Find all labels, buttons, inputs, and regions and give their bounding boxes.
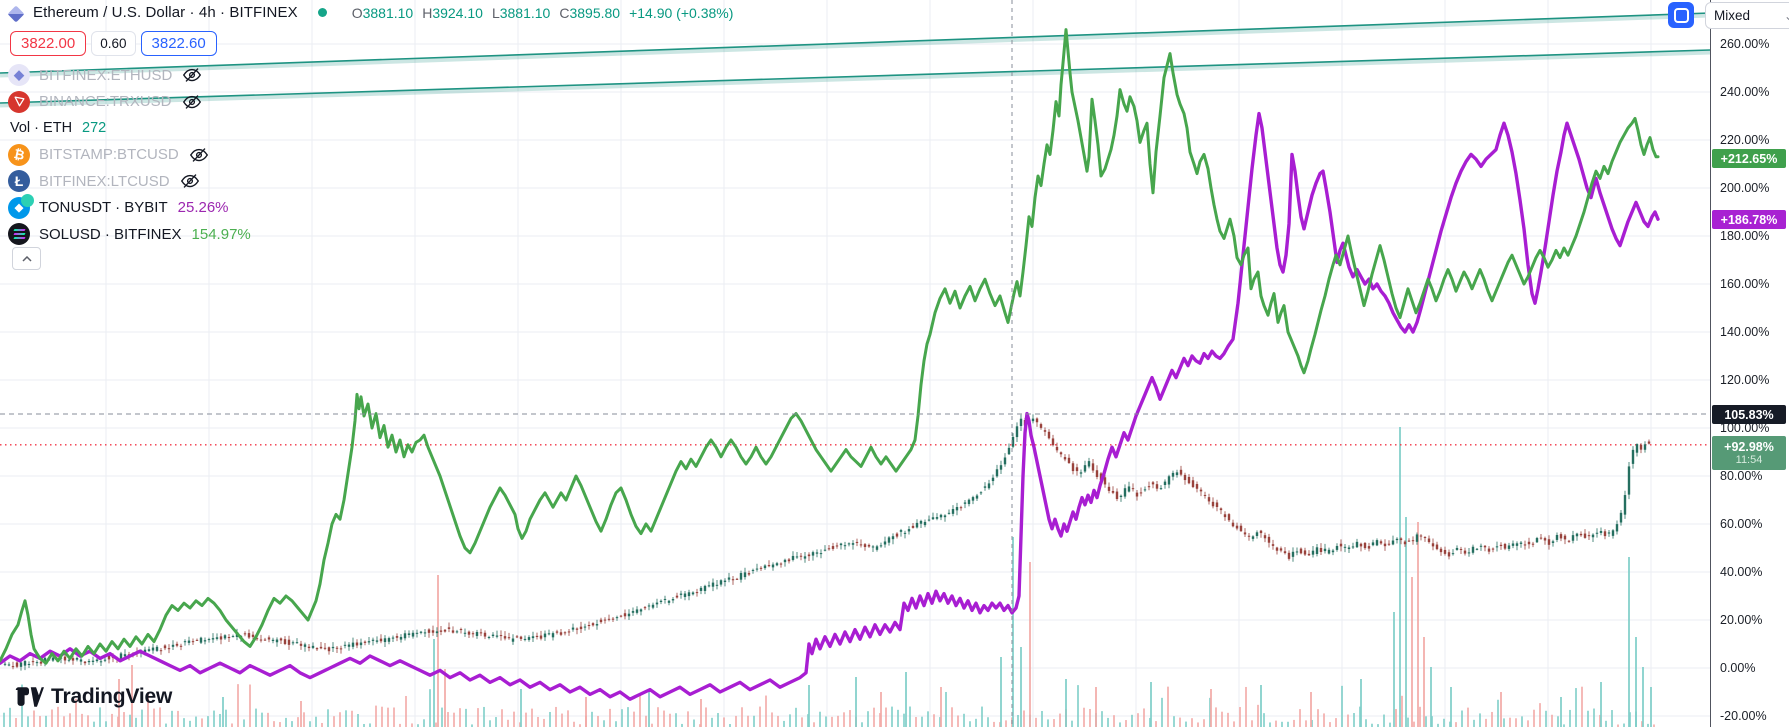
tradingview-mark-icon bbox=[15, 687, 44, 707]
symbol-label[interactable]: BITSTAMP:BTCUSD bbox=[39, 146, 179, 164]
bar-countdown: 11:54 bbox=[1735, 453, 1763, 466]
symbol-label[interactable]: SOLUSD · BITFINEX bbox=[39, 225, 182, 243]
sol-line-series bbox=[0, 28, 1660, 665]
buy-button[interactable]: 3822.60 bbox=[140, 31, 217, 56]
volume-value: 272 bbox=[82, 120, 107, 137]
eth-coin-icon: ◆ bbox=[8, 64, 30, 87]
ethereum-icon bbox=[7, 5, 25, 22]
ton-line-series bbox=[0, 111, 1660, 701]
candlestick-series bbox=[3, 414, 1651, 671]
snapshot-button[interactable] bbox=[1668, 2, 1694, 28]
symbol-title[interactable]: Ethereum / U.S. Dollar · 4h · BITFINEX bbox=[33, 4, 298, 21]
ton-price-badge: +186.78% bbox=[1712, 210, 1786, 229]
visibility-off-icon[interactable] bbox=[181, 64, 203, 86]
price-axis-label: 20.00% bbox=[1720, 613, 1763, 627]
price-axis-label: 240.00% bbox=[1720, 85, 1770, 99]
volume-label[interactable]: Vol · ETH bbox=[10, 120, 73, 137]
open-value: 3881.10 bbox=[362, 4, 414, 21]
price-axis-label: 40.00% bbox=[1720, 565, 1763, 579]
ton-coin-icon: ◆ bbox=[8, 193, 34, 219]
symbol-label[interactable]: BINANCE:TRXUSD bbox=[39, 93, 172, 111]
price-axis-label: 180.00% bbox=[1720, 229, 1770, 243]
price-axis-label: -20.00% bbox=[1720, 709, 1767, 723]
change-value: +14.90 (+0.38%) bbox=[629, 4, 734, 21]
scale-mode-dropdown[interactable]: Mixed ⌄ bbox=[1705, 2, 1789, 29]
collapse-legend-button[interactable] bbox=[12, 247, 41, 270]
legend-row-tonusdt[interactable]: ◆ TONUSDT · BYBIT 25.26% bbox=[8, 193, 251, 222]
legend-row-ltcusd[interactable]: Ł BITFINEX:LTCUSD bbox=[8, 168, 251, 195]
legend-row-trxusd[interactable]: BINANCE:TRXUSD bbox=[8, 89, 251, 116]
symbol-header[interactable]: Ethereum / U.S. Dollar · 4h · BITFINEX O… bbox=[7, 4, 734, 22]
volume-bars bbox=[3, 427, 1655, 727]
price-axis-label: 120.00% bbox=[1720, 373, 1770, 387]
tradingview-logo[interactable]: TradingView bbox=[14, 685, 172, 709]
sol-price-badge: +212.65% bbox=[1712, 149, 1786, 168]
trendlines bbox=[0, 12, 1711, 108]
legend-row-solusd[interactable]: SOLUSD · BITFINEX 154.97% bbox=[8, 221, 251, 248]
market-status-icon[interactable] bbox=[317, 8, 327, 17]
price-axis-label: 140.00% bbox=[1720, 325, 1770, 339]
legend-row-ethusd[interactable]: ◆ BITFINEX:ETHUSD bbox=[8, 62, 251, 89]
legend-row-btcusd[interactable]: ₿ BITSTAMP:BTCUSD bbox=[8, 142, 251, 169]
snapshot-icon bbox=[1673, 7, 1689, 23]
quote-buttons: 3822.00 0.60 3822.60 bbox=[10, 31, 217, 56]
close-value: 3895.80 bbox=[569, 4, 621, 21]
ltc-coin-icon: Ł bbox=[8, 170, 30, 193]
high-value: 3924.10 bbox=[432, 4, 483, 21]
crosshair-price-badge: 105.83% bbox=[1712, 405, 1786, 424]
visibility-off-icon[interactable] bbox=[179, 170, 201, 192]
last-price-value: +92.98% bbox=[1724, 439, 1774, 454]
price-axis-label: 80.00% bbox=[1720, 469, 1763, 483]
gridlines bbox=[0, 0, 1710, 727]
last-price-badge: +92.98% 11:54 bbox=[1712, 436, 1786, 470]
high-label: H bbox=[422, 4, 433, 21]
open-label: O bbox=[351, 4, 363, 21]
price-axis-label: 220.00% bbox=[1720, 133, 1770, 147]
symbol-label[interactable]: TONUSDT · BYBIT bbox=[39, 199, 168, 217]
sol-coin-icon bbox=[8, 223, 30, 246]
price-axis-label: 100.00% bbox=[1720, 421, 1770, 435]
price-axis-label: 260.00% bbox=[1720, 37, 1770, 51]
visibility-off-icon[interactable] bbox=[188, 144, 210, 166]
legend: ◆ BITFINEX:ETHUSD BINANCE:TRXUSD Vol · E… bbox=[8, 62, 251, 248]
symbol-label[interactable]: BITFINEX:LTCUSD bbox=[39, 172, 170, 190]
price-axis[interactable]: 260.00% 240.00% 220.00% 200.00% 180.00% 160.0… bbox=[1710, 0, 1789, 727]
price-axis-label: 200.00% bbox=[1720, 181, 1770, 195]
low-label: L bbox=[491, 4, 500, 21]
sell-button[interactable]: 3822.00 bbox=[10, 31, 87, 56]
chevron-down-icon: ⌄ bbox=[1783, 8, 1789, 23]
trx-coin-icon bbox=[8, 90, 30, 113]
scale-mode-value: Mixed bbox=[1714, 8, 1751, 23]
low-value: 3881.10 bbox=[499, 4, 551, 21]
tradingview-logo-text: TradingView bbox=[51, 685, 173, 708]
btc-coin-icon: ₿ bbox=[8, 143, 30, 166]
ohlc-values: O3881.10 H3924.10 L3881.10 C3895.80 +14.… bbox=[343, 5, 734, 21]
sol-change-value: 154.97% bbox=[191, 225, 251, 243]
price-axis-label: 60.00% bbox=[1720, 517, 1763, 531]
spread-value: 0.60 bbox=[91, 31, 136, 56]
legend-row-volume[interactable]: Vol · ETH 272 bbox=[8, 115, 251, 142]
visibility-off-icon[interactable] bbox=[181, 91, 203, 113]
price-axis-label: 0.00% bbox=[1720, 661, 1756, 675]
symbol-label[interactable]: BITFINEX:ETHUSD bbox=[39, 66, 173, 84]
price-axis-label: 160.00% bbox=[1720, 277, 1770, 291]
ton-change-value: 25.26% bbox=[177, 199, 229, 217]
close-label: C bbox=[559, 4, 570, 21]
